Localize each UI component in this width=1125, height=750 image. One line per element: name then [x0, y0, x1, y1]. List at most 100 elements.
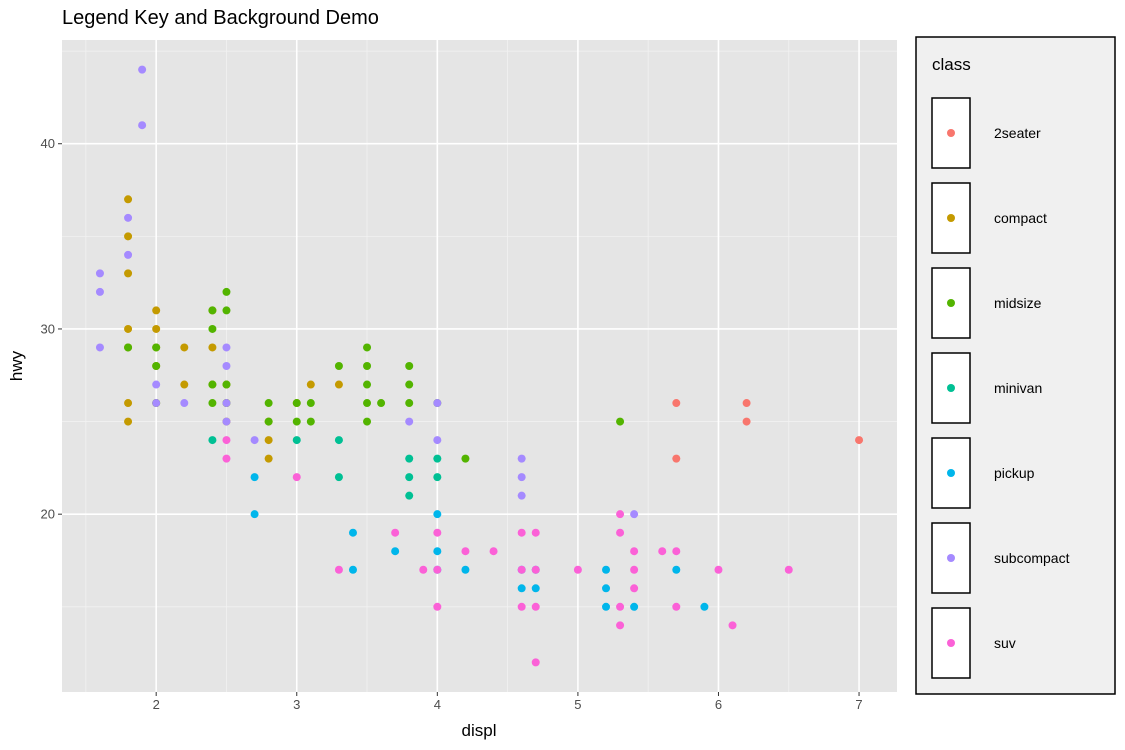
data-point-subcompact	[222, 362, 231, 370]
data-point-2seater	[672, 399, 681, 408]
data-point-minivan	[405, 473, 414, 482]
data-point-compact	[180, 380, 189, 389]
data-point-subcompact	[152, 380, 161, 389]
legend-label-compact: compact	[994, 210, 1047, 226]
data-point-midsize	[405, 362, 414, 370]
data-point-subcompact	[95, 269, 104, 278]
data-point-midsize	[363, 343, 372, 352]
axis-tick-labels: 2 3 4 5 6 7 20 30 40	[41, 136, 863, 712]
data-point-minivan	[405, 491, 414, 500]
data-point-suv	[784, 565, 793, 574]
data-point-2seater	[742, 417, 751, 426]
data-point-suv	[391, 528, 400, 537]
data-point-compact	[124, 195, 133, 204]
data-point-midsize	[461, 454, 470, 463]
data-point-midsize	[264, 417, 273, 426]
data-point-suv	[517, 602, 526, 611]
data-point-midsize	[405, 399, 414, 408]
data-point-subcompact	[250, 436, 259, 445]
legend-swatch-2seater	[947, 129, 955, 137]
data-point-midsize	[306, 399, 315, 408]
chart-title: Legend Key and Background Demo	[62, 7, 379, 29]
data-point-midsize	[616, 417, 625, 426]
data-point-midsize	[264, 399, 273, 408]
data-point-subcompact	[124, 250, 133, 259]
data-point-compact	[208, 343, 217, 352]
legend-swatch-minivan	[947, 384, 955, 392]
legend-label-midsize: midsize	[994, 295, 1042, 311]
y-tick-label: 30	[41, 321, 55, 336]
data-point-compact	[152, 324, 161, 333]
data-point-subcompact	[222, 417, 231, 426]
data-point-subcompact	[124, 213, 133, 222]
data-point-midsize	[222, 306, 231, 315]
legend: class 2seater compact midsize minivan pickup…	[915, 36, 1116, 695]
data-point-minivan	[433, 454, 442, 463]
y-axis-title: hwy	[7, 350, 26, 381]
legend-swatch-subcompact	[947, 554, 955, 562]
minor-gridlines	[62, 40, 897, 692]
x-tick-label: 5	[574, 697, 581, 712]
data-point-compact	[264, 436, 273, 445]
data-point-subcompact	[433, 399, 442, 408]
data-point-pickup	[700, 602, 709, 611]
legend-swatch-pickup	[947, 469, 955, 477]
data-point-suv	[292, 473, 301, 482]
data-point-compact	[124, 399, 133, 408]
data-point-subcompact	[517, 473, 526, 482]
data-point-midsize	[222, 287, 231, 296]
legend-label-subcompact: subcompact	[994, 550, 1070, 566]
data-point-minivan	[292, 436, 301, 445]
data-point-suv	[461, 547, 470, 556]
data-point-midsize	[377, 399, 386, 408]
data-point-pickup	[517, 584, 526, 593]
data-point-suv	[672, 602, 681, 611]
data-point-midsize	[334, 362, 343, 370]
data-point-suv	[531, 658, 540, 667]
data-point-suv	[433, 565, 442, 574]
data-point-suv	[433, 528, 442, 537]
y-tick-label: 20	[41, 507, 55, 522]
data-point-midsize	[292, 417, 301, 426]
data-point-subcompact	[630, 510, 639, 519]
data-point-compact	[306, 380, 315, 389]
data-point-pickup	[433, 547, 442, 556]
data-point-suv	[714, 565, 723, 574]
data-point-midsize	[152, 343, 161, 352]
data-point-2seater	[742, 399, 751, 408]
legend-items: 2seater compact midsize minivan pickup subcom…	[931, 97, 1070, 679]
data-point-minivan	[208, 436, 217, 445]
major-gridlines	[62, 40, 897, 692]
data-point-suv	[517, 565, 526, 574]
data-point-suv	[728, 621, 737, 630]
data-point-suv	[222, 436, 231, 445]
data-point-suv	[616, 510, 625, 519]
data-point-compact	[180, 343, 189, 352]
data-point-compact	[124, 269, 133, 278]
data-point-suv	[672, 547, 681, 556]
data-point-pickup	[250, 473, 259, 482]
data-point-midsize	[363, 399, 372, 408]
x-axis-title: displ	[462, 721, 497, 740]
data-point-subcompact	[433, 436, 442, 445]
data-point-suv	[517, 528, 526, 537]
data-point-midsize	[405, 380, 414, 389]
data-point-pickup	[348, 565, 357, 574]
data-point-suv	[573, 565, 582, 574]
data-point-suv	[489, 547, 498, 556]
legend-swatch-suv	[947, 639, 955, 647]
data-point-pickup	[602, 565, 611, 574]
data-point-midsize	[152, 362, 161, 370]
data-point-midsize	[124, 343, 133, 352]
data-point-minivan	[433, 473, 442, 482]
data-point-midsize	[363, 380, 372, 389]
data-point-suv	[616, 621, 625, 630]
data-point-subcompact	[95, 287, 104, 296]
data-point-suv	[531, 528, 540, 537]
data-point-midsize	[363, 417, 372, 426]
data-point-pickup	[461, 565, 470, 574]
x-tick-label: 6	[715, 697, 722, 712]
data-point-subcompact	[95, 343, 104, 352]
data-point-suv	[531, 602, 540, 611]
x-tick-label: 2	[153, 697, 160, 712]
